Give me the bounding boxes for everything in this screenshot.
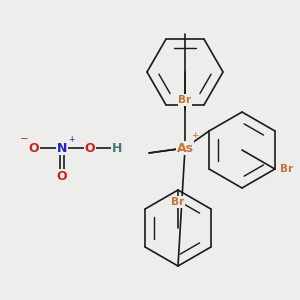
Text: +: + <box>191 131 199 140</box>
Text: O: O <box>57 169 67 182</box>
Text: O: O <box>29 142 39 154</box>
Text: Br: Br <box>280 164 293 174</box>
Text: H: H <box>112 142 122 154</box>
Text: As: As <box>176 142 194 154</box>
Text: −: − <box>20 134 28 144</box>
Text: Br: Br <box>171 197 184 207</box>
Text: Br: Br <box>178 95 192 105</box>
Text: N: N <box>57 142 67 154</box>
Text: +: + <box>68 134 74 143</box>
Text: O: O <box>85 142 95 154</box>
